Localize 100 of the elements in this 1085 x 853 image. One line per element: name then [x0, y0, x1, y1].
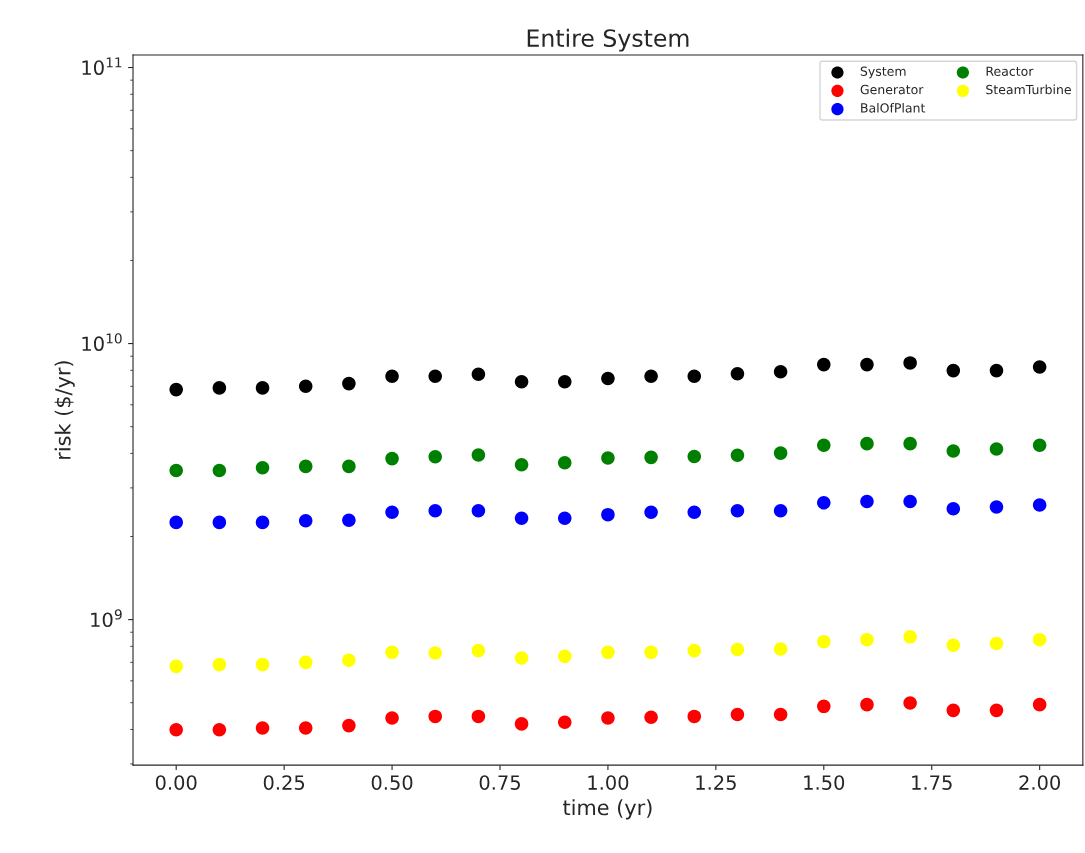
x-tick-label: 1.00	[588, 775, 629, 790]
y-tick-label: 10$^{9}$	[91, 609, 122, 628]
point	[557, 715, 572, 729]
y-tick-label: 10$^{11}$	[82, 57, 122, 76]
x-tick-label: 1.75	[912, 775, 952, 790]
point	[687, 709, 702, 724]
point	[342, 718, 356, 733]
point	[860, 494, 874, 509]
point	[773, 707, 788, 722]
point	[773, 446, 788, 460]
point	[989, 636, 1004, 651]
y-tick-label: 10$^{10}$	[82, 333, 122, 352]
point	[903, 356, 917, 370]
point	[989, 363, 1004, 378]
point	[730, 503, 745, 518]
point	[817, 496, 831, 510]
point	[644, 505, 658, 519]
point	[514, 651, 529, 665]
point	[730, 367, 745, 381]
point	[169, 515, 183, 530]
point	[298, 514, 313, 528]
point	[514, 375, 529, 389]
point	[255, 460, 270, 475]
point	[298, 459, 313, 474]
x-axis-title: time (yr)	[563, 799, 652, 820]
point	[1032, 360, 1047, 374]
legend-label: BalOfPlant	[861, 102, 926, 113]
point	[601, 451, 615, 465]
point	[946, 363, 961, 378]
point	[212, 657, 227, 672]
point	[601, 711, 615, 725]
point	[169, 659, 183, 674]
point	[385, 711, 399, 725]
point	[514, 457, 529, 472]
point	[212, 381, 227, 395]
point	[557, 375, 572, 389]
point	[557, 511, 572, 525]
point	[687, 643, 702, 658]
point	[342, 513, 356, 528]
point	[255, 657, 270, 672]
point	[903, 696, 917, 710]
y-axis-title: risk ($/yr)	[54, 361, 75, 459]
point	[298, 721, 313, 735]
x-tick-label: 0.50	[371, 775, 413, 790]
point	[730, 448, 745, 462]
point	[428, 503, 442, 518]
point	[817, 634, 831, 649]
point	[169, 722, 183, 737]
point	[773, 642, 788, 656]
legend-label: Reactor	[986, 66, 1034, 76]
point	[644, 369, 658, 384]
point	[428, 646, 442, 660]
point	[514, 717, 529, 731]
x-tick-label: 1.50	[804, 775, 845, 790]
point	[471, 643, 486, 658]
point	[946, 703, 961, 718]
point	[212, 515, 227, 530]
point	[730, 707, 745, 722]
point	[860, 632, 874, 647]
point	[557, 455, 572, 470]
point	[989, 500, 1004, 514]
point	[471, 367, 486, 382]
point	[298, 655, 313, 670]
point	[385, 645, 399, 660]
point	[212, 463, 227, 478]
point	[687, 449, 702, 464]
point	[644, 450, 658, 465]
point	[1032, 697, 1047, 712]
point	[428, 369, 442, 384]
point	[471, 503, 486, 518]
point	[342, 653, 356, 668]
point	[298, 379, 313, 394]
point	[601, 371, 615, 386]
point	[342, 459, 356, 474]
point	[1032, 438, 1047, 453]
point	[385, 505, 399, 519]
point	[817, 699, 831, 714]
point	[644, 710, 658, 724]
point	[342, 376, 356, 391]
point	[903, 494, 917, 509]
point	[903, 630, 917, 644]
point	[730, 642, 745, 657]
point	[860, 697, 874, 712]
point	[255, 515, 270, 530]
point	[989, 703, 1004, 718]
point	[1032, 498, 1047, 512]
chart-title: Entire System	[527, 28, 689, 52]
x-tick-label: 0.75	[479, 775, 520, 790]
point	[428, 709, 442, 724]
point	[773, 503, 788, 518]
point	[514, 511, 529, 525]
point	[1032, 632, 1047, 647]
point	[817, 438, 831, 453]
legend-label: System	[860, 66, 906, 79]
point	[946, 444, 961, 458]
legend-label: SteamTurbine	[986, 84, 1071, 95]
point	[255, 381, 270, 395]
point	[169, 382, 183, 397]
point	[687, 505, 702, 519]
point	[946, 502, 961, 516]
